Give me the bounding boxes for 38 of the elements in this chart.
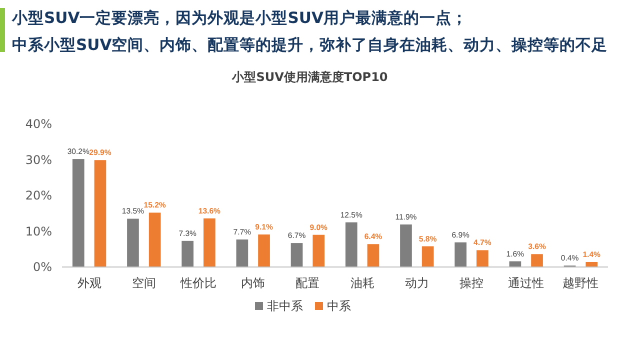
bar (345, 222, 358, 267)
x-tick-label: 操控 (460, 276, 484, 290)
bar (400, 224, 412, 267)
y-tick-label: 0% (32, 260, 52, 274)
bar (312, 234, 325, 267)
y-tick-label: 30% (25, 152, 52, 167)
bar (204, 218, 216, 267)
bar (72, 159, 84, 267)
bar (94, 160, 106, 267)
bar (422, 246, 434, 267)
bar (258, 234, 270, 267)
bar (127, 218, 139, 267)
legend-label: 中系 (327, 299, 351, 313)
bar (236, 239, 248, 267)
bar (367, 244, 380, 267)
bar (182, 240, 194, 267)
x-tick-label: 性价比 (180, 276, 216, 290)
x-tick-label: 外观 (77, 276, 102, 290)
y-tick-label: 40% (25, 117, 52, 131)
chart-title: 小型SUV使用满意度TOP10 (231, 70, 388, 84)
legend-label: 非中系 (267, 299, 303, 313)
x-tick-label: 油耗 (350, 276, 374, 290)
bar (586, 262, 598, 267)
text: 中系小型SUV空间、内饰、配置等的提升，弥补了自身在油耗、动力、操控等的不足 (12, 36, 608, 54)
bar (454, 242, 466, 267)
x-tick-label: 通过性 (508, 276, 544, 290)
x-tick-label: 内饰 (241, 276, 266, 290)
text: 小型SUV一定要漂亮，因为外观是小型SUV用户最满意的一点； (11, 8, 468, 27)
bar (148, 212, 161, 267)
x-tick-label: 越野性 (562, 276, 599, 290)
x-tick-label: 动力 (404, 276, 429, 290)
y-tick-label: 10% (25, 224, 52, 238)
bar (476, 250, 488, 267)
bar (531, 254, 543, 267)
y-tick-label: 20% (25, 188, 52, 202)
bar (290, 243, 303, 267)
x-tick-label: 配置 (296, 276, 320, 290)
x-tick-label: 空间 (132, 276, 156, 290)
